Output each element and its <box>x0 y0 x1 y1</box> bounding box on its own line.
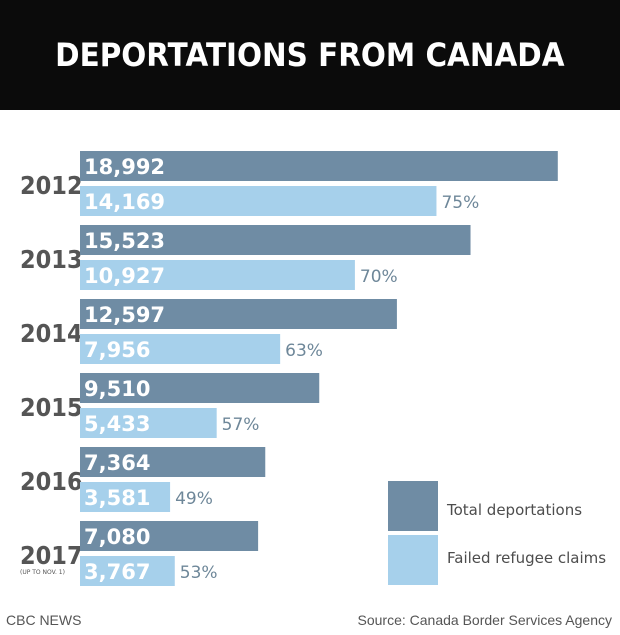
bar-label-failed-2016: 3,581 <box>84 486 150 510</box>
bar-label-total-2016: 7,364 <box>84 451 150 475</box>
bar-total-2012 <box>80 151 558 181</box>
bar-total-2016 <box>80 447 266 477</box>
legend-label-failed: Failed refugee claims <box>447 549 606 567</box>
year-label-2017: 2017 <box>20 541 83 570</box>
chart-title: DEPORTATIONS FROM CANADA <box>55 36 565 74</box>
legend-label-total: Total deportations <box>446 501 582 519</box>
bar-failed-2013 <box>80 260 355 290</box>
bar-label-failed-2013: 10,927 <box>84 264 165 288</box>
percent-label-2016: 49% <box>175 489 213 509</box>
bar-label-total-2014: 12,597 <box>84 303 165 327</box>
year-label-2012: 2012 <box>20 171 83 200</box>
bar-label-total-2017: 7,080 <box>84 525 150 549</box>
percent-label-2013: 70% <box>360 267 398 287</box>
source-credit: Source: Canada Border Services Agency <box>357 612 612 628</box>
bar-label-failed-2014: 7,956 <box>84 338 150 362</box>
percent-label-2012: 75% <box>441 193 479 213</box>
bar-label-total-2015: 9,510 <box>84 377 150 401</box>
bar-failed-2017 <box>80 556 175 586</box>
bar-label-failed-2017: 3,767 <box>84 560 150 584</box>
bar-label-total-2012: 18,992 <box>84 155 165 179</box>
bar-label-failed-2012: 14,169 <box>84 190 165 214</box>
year-label-2016: 2016 <box>20 467 83 496</box>
publisher-credit: CBC NEWS <box>6 612 82 628</box>
bar-total-2014 <box>80 299 397 329</box>
bar-label-total-2013: 15,523 <box>84 229 165 253</box>
bar-failed-2014 <box>80 334 281 364</box>
bar-total-2013 <box>80 225 471 255</box>
percent-label-2015: 57% <box>222 415 260 435</box>
year-label-2013: 2013 <box>20 245 83 274</box>
bar-failed-2016 <box>80 482 171 512</box>
bar-total-2015 <box>80 373 320 403</box>
legend-swatch-failed <box>388 535 438 585</box>
percent-label-2014: 63% <box>285 341 323 361</box>
year-label-2014: 2014 <box>20 319 83 348</box>
legend-swatch-total <box>388 481 438 531</box>
percent-label-2017: 53% <box>180 563 218 583</box>
bar-failed-2012 <box>80 186 437 216</box>
year-note-2017: (UP TO NOV. 1) <box>20 569 65 576</box>
year-label-2015: 2015 <box>20 393 83 422</box>
bar-total-2017 <box>80 521 259 551</box>
title-bar: DEPORTATIONS FROM CANADA <box>0 0 620 110</box>
bar-failed-2015 <box>80 408 217 438</box>
bar-label-failed-2015: 5,433 <box>84 412 150 436</box>
